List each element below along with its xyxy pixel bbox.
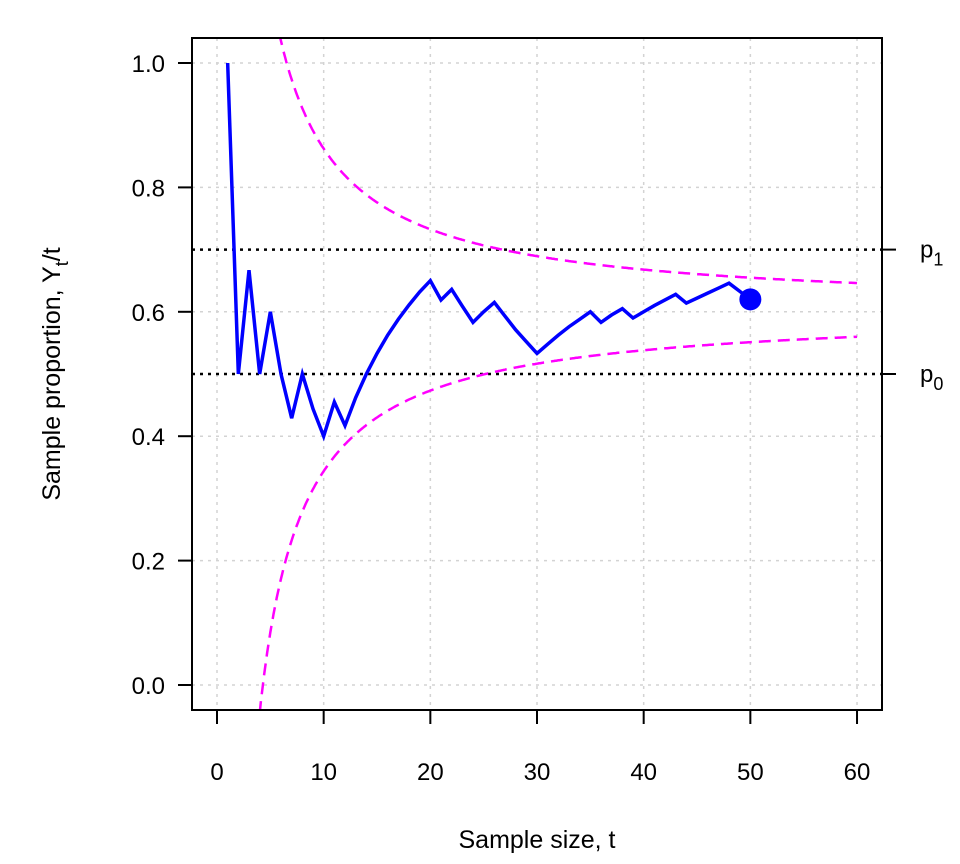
x-tick-label: 30 [524, 759, 551, 786]
lower-boundary [258, 335, 858, 710]
y-axis-label: Sample proportion, Yt/t [38, 247, 72, 500]
x-tick-label: 60 [844, 759, 871, 786]
reference-label: p0 [920, 361, 943, 394]
right-axis: p1 p0 [882, 237, 943, 394]
boundary-curves [258, 38, 858, 710]
x-axis-label: Sample size, t [458, 826, 615, 854]
y-tick-label: 0.2 [132, 549, 165, 576]
y-tick-label: 0.0 [132, 673, 165, 700]
y-tick-label: 0.4 [132, 424, 165, 451]
sample-proportion-line [225, 62, 752, 442]
reference-lines [192, 248, 882, 376]
x-tick-label: 20 [417, 759, 444, 786]
x-axis: 0 10 20 30 40 50 60 [210, 709, 871, 786]
y-axis: 0.0 0.2 0.4 0.6 0.8 1.0 [132, 51, 193, 700]
reference-label: p1 [920, 237, 943, 270]
y-tick-label: 0.8 [132, 175, 165, 202]
x-tick-label: 40 [630, 759, 657, 786]
y-tick-label: 1.0 [132, 51, 165, 78]
x-tick-label: 50 [737, 759, 764, 786]
x-tick-label: 0 [210, 759, 223, 786]
series [225, 62, 762, 442]
y-tick-label: 0.6 [132, 300, 165, 327]
upper-boundary [278, 38, 858, 285]
final-point [739, 288, 762, 311]
x-tick-label: 10 [310, 759, 337, 786]
